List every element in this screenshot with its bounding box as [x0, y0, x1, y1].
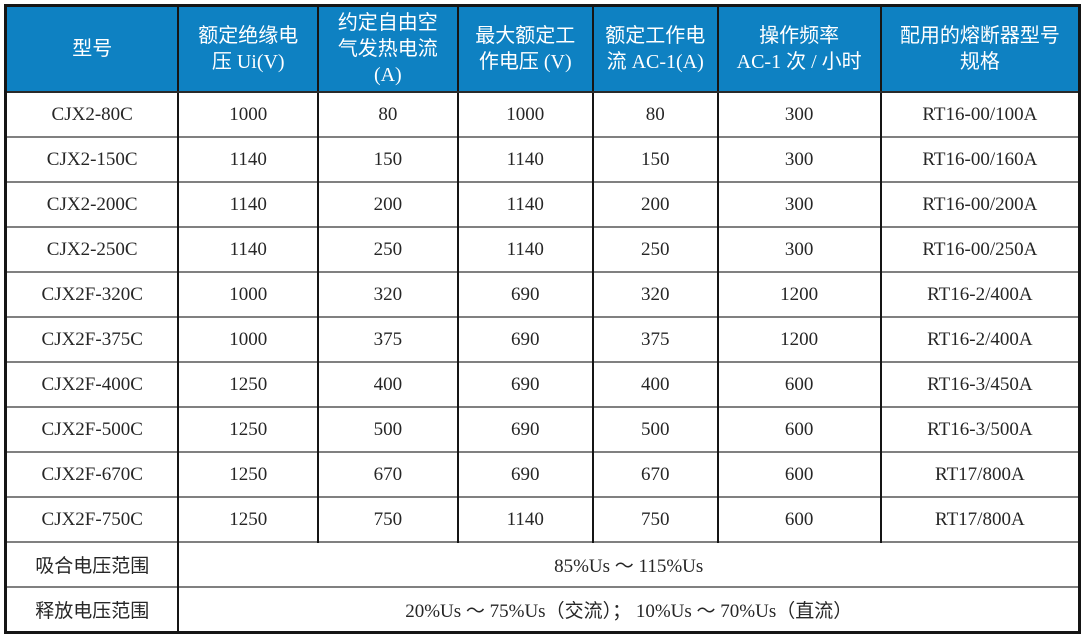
- table-row: CJX2-150C 1140 150 1140 150 300 RT16-00/160A: [5, 136, 1080, 182]
- value-cell: 1140: [456, 226, 593, 272]
- table-body: CJX2-80C 1000 80 1000 80 300 RT16-00/100A CJX2-…: [5, 92, 1080, 633]
- value-cell: 200: [317, 181, 458, 227]
- model-cell: CJX2F-670C: [5, 451, 179, 497]
- value-cell: 690: [456, 316, 593, 362]
- table-row: CJX2F-670C 1250 670 690 670 600 RT17/800A: [5, 451, 1080, 497]
- value-cell: 690: [456, 451, 593, 497]
- value-cell: 1140: [456, 136, 593, 182]
- value-cell: 150: [591, 136, 718, 182]
- value-cell: 1250: [177, 496, 319, 542]
- value-cell: 1000: [456, 92, 593, 137]
- model-cell: CJX2-150C: [5, 136, 179, 182]
- value-cell: 80: [317, 92, 458, 137]
- value-cell: 320: [317, 271, 458, 317]
- value-cell: 690: [456, 271, 593, 317]
- table-row: CJX2-80C 1000 80 1000 80 300 RT16-00/100A: [5, 92, 1080, 137]
- page: 型号 额定绝缘电 压 Ui(V) 约定自由空 气发热电流 (A) 最大额定工 作…: [4, 4, 1081, 634]
- value-cell: RT16-2/400A: [879, 316, 1080, 362]
- model-cell: CJX2-250C: [5, 226, 179, 272]
- value-cell: 1200: [716, 316, 881, 362]
- value-cell: 250: [591, 226, 718, 272]
- column-header-max-working-voltage: 最大额定工 作电压 (V): [456, 5, 593, 93]
- model-cell: CJX2F-400C: [5, 361, 179, 407]
- value-cell: RT16-00/200A: [879, 181, 1080, 227]
- value-cell: RT16-2/400A: [879, 271, 1080, 317]
- table-row: CJX2-250C 1140 250 1140 250 300 RT16-00/250A: [5, 226, 1080, 272]
- model-cell: CJX2-200C: [5, 181, 179, 227]
- value-cell: 1000: [177, 92, 319, 137]
- footer-row-value: 20%Us ～ 75%Us（交流）； 10%Us ～ 70%Us（直流）: [177, 586, 1080, 633]
- value-cell: 1250: [177, 451, 319, 497]
- footer-row-label: 吸合电压范围: [5, 541, 179, 587]
- value-cell: 300: [716, 181, 881, 227]
- value-cell: 1140: [177, 226, 319, 272]
- value-cell: RT17/800A: [879, 496, 1080, 542]
- release-voltage-row: 释放电压范围 20%Us ～ 75%Us（交流）； 10%Us ～ 70%Us（直…: [5, 586, 1080, 633]
- value-cell: RT16-00/100A: [879, 92, 1080, 137]
- value-cell: 1000: [177, 271, 319, 317]
- table-row: CJX2F-750C 1250 750 1140 750 600 RT17/800A: [5, 496, 1080, 542]
- model-cell: CJX2F-500C: [5, 406, 179, 452]
- value-cell: 320: [591, 271, 718, 317]
- value-cell: 200: [591, 181, 718, 227]
- value-cell: 690: [456, 406, 593, 452]
- model-cell: CJX2F-750C: [5, 496, 179, 542]
- model-cell: CJX2-80C: [5, 92, 179, 137]
- table-header: 型号 额定绝缘电 压 Ui(V) 约定自由空 气发热电流 (A) 最大额定工 作…: [5, 5, 1080, 93]
- value-cell: 690: [456, 361, 593, 407]
- column-header-thermal-current: 约定自由空 气发热电流 (A): [317, 5, 458, 93]
- value-cell: RT16-3/450A: [879, 361, 1080, 407]
- value-cell: RT16-00/250A: [879, 226, 1080, 272]
- value-cell: 250: [317, 226, 458, 272]
- value-cell: 670: [591, 451, 718, 497]
- header-row: 型号 额定绝缘电 压 Ui(V) 约定自由空 气发热电流 (A) 最大额定工 作…: [5, 5, 1080, 93]
- column-header-working-current: 额定工作电 流 AC-1(A): [591, 5, 718, 93]
- table-row: CJX2F-375C 1000 375 690 375 1200 RT16-2/400A: [5, 316, 1080, 362]
- value-cell: 300: [716, 92, 881, 137]
- value-cell: 1140: [177, 181, 319, 227]
- table-row: CJX2-200C 1140 200 1140 200 300 RT16-00/200A: [5, 181, 1080, 227]
- table-row: CJX2F-400C 1250 400 690 400 600 RT16-3/450A: [5, 361, 1080, 407]
- table-row: CJX2F-500C 1250 500 690 500 600 RT16-3/500A: [5, 406, 1080, 452]
- pickup-voltage-row: 吸合电压范围 85%Us ～ 115%Us: [5, 541, 1080, 587]
- value-cell: 600: [716, 406, 881, 452]
- value-cell: 80: [591, 92, 718, 137]
- value-cell: 500: [317, 406, 458, 452]
- contactor-spec-table: 型号 额定绝缘电 压 Ui(V) 约定自由空 气发热电流 (A) 最大额定工 作…: [4, 4, 1081, 634]
- value-cell: RT16-00/160A: [879, 136, 1080, 182]
- value-cell: 1140: [456, 181, 593, 227]
- value-cell: 1250: [177, 406, 319, 452]
- column-header-insulation-voltage: 额定绝缘电 压 Ui(V): [177, 5, 319, 93]
- value-cell: 375: [591, 316, 718, 362]
- value-cell: 150: [317, 136, 458, 182]
- value-cell: 600: [716, 451, 881, 497]
- value-cell: RT16-3/500A: [879, 406, 1080, 452]
- value-cell: 1140: [177, 136, 319, 182]
- value-cell: 500: [591, 406, 718, 452]
- value-cell: 400: [591, 361, 718, 407]
- footer-row-label: 释放电压范围: [5, 586, 179, 633]
- value-cell: 1140: [456, 496, 593, 542]
- value-cell: 1200: [716, 271, 881, 317]
- value-cell: 400: [317, 361, 458, 407]
- value-cell: 750: [591, 496, 718, 542]
- footer-row-value: 85%Us ～ 115%Us: [177, 541, 1080, 587]
- column-header-model: 型号: [5, 5, 179, 93]
- value-cell: 300: [716, 136, 881, 182]
- value-cell: 750: [317, 496, 458, 542]
- value-cell: 1250: [177, 361, 319, 407]
- model-cell: CJX2F-375C: [5, 316, 179, 362]
- value-cell: 670: [317, 451, 458, 497]
- value-cell: 375: [317, 316, 458, 362]
- value-cell: 600: [716, 496, 881, 542]
- column-header-operating-frequency: 操作频率 AC-1 次 / 小时: [716, 5, 881, 93]
- value-cell: 300: [716, 226, 881, 272]
- column-header-fuse-model: 配用的熔断器型号 规格: [879, 5, 1080, 93]
- table-row: CJX2F-320C 1000 320 690 320 1200 RT16-2/400A: [5, 271, 1080, 317]
- value-cell: 600: [716, 361, 881, 407]
- value-cell: RT17/800A: [879, 451, 1080, 497]
- model-cell: CJX2F-320C: [5, 271, 179, 317]
- value-cell: 1000: [177, 316, 319, 362]
